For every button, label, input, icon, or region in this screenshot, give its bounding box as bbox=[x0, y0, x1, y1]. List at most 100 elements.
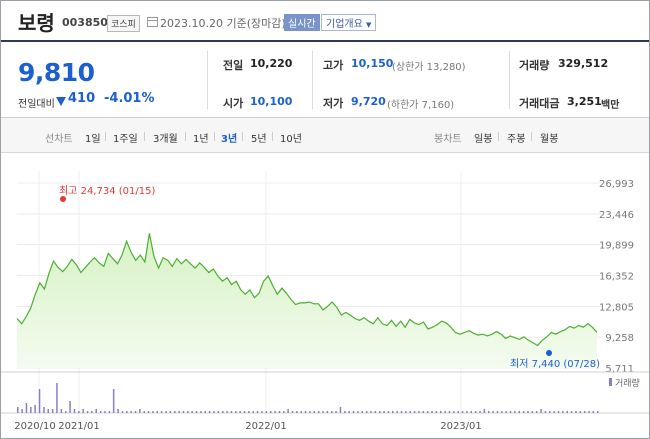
divider bbox=[312, 51, 313, 109]
volume-bar bbox=[488, 411, 490, 413]
y-tick-label: 23,446 bbox=[599, 210, 634, 221]
volume-bar bbox=[527, 411, 529, 413]
candle-daily[interactable]: 일봉 bbox=[474, 134, 493, 145]
volume-bar bbox=[575, 411, 577, 413]
volume-bar bbox=[326, 411, 329, 413]
period-5y[interactable]: 5년 bbox=[251, 134, 267, 145]
volume-bar bbox=[470, 411, 472, 413]
volume-bar bbox=[466, 411, 468, 413]
volume-bar bbox=[392, 411, 394, 413]
x-tick-label: 2023/01 bbox=[440, 421, 482, 432]
volume-bar bbox=[418, 411, 420, 413]
volume-bar bbox=[344, 411, 346, 413]
volume-bar bbox=[422, 411, 425, 413]
volume-bar bbox=[121, 411, 124, 413]
volume-bar bbox=[313, 411, 315, 413]
volume-bar bbox=[379, 411, 381, 413]
min-annotation: 최저 7,440 (07/28) bbox=[510, 358, 600, 370]
volume-bar bbox=[143, 411, 145, 413]
volume-bar bbox=[99, 411, 102, 413]
volume-bar bbox=[535, 411, 538, 413]
amount-label: 거래대금 bbox=[519, 97, 560, 110]
period-3y[interactable]: 3년 bbox=[221, 134, 238, 145]
volume-bar bbox=[91, 411, 93, 413]
volume-bar bbox=[505, 411, 507, 413]
y-tick-label: 9,258 bbox=[605, 333, 634, 344]
volume-bar bbox=[339, 407, 342, 413]
volume-bar bbox=[104, 411, 106, 413]
volume-bar bbox=[400, 411, 403, 413]
volume-bar bbox=[51, 409, 54, 413]
volume-value: 329,512 bbox=[558, 57, 609, 70]
quote-panel: 9,810 전일대비 410 -4.01% 전일 10,220 시가 10,10… bbox=[1, 42, 649, 118]
max-annotation: 최고 24,734 (01/15) bbox=[59, 185, 155, 197]
volume-bar bbox=[544, 411, 547, 413]
period-1w[interactable]: 1주일 bbox=[113, 134, 138, 145]
open-value: 10,100 bbox=[250, 95, 293, 108]
stock-header: 보령 003850 코스피 2023.10.20 기준(장마감) 실시간 기업개… bbox=[1, 1, 649, 42]
volume-bar bbox=[283, 411, 285, 413]
volume-bar bbox=[182, 411, 185, 413]
divider bbox=[144, 132, 145, 141]
stock-code: 003850 bbox=[62, 16, 108, 29]
volume-bar bbox=[531, 411, 534, 413]
divider bbox=[509, 51, 510, 109]
price-area bbox=[17, 233, 597, 368]
company-overview-dropdown[interactable]: 기업개요 ▼ bbox=[321, 14, 377, 31]
volume-bar bbox=[331, 411, 333, 413]
period-1d[interactable]: 1일 bbox=[85, 134, 101, 145]
period-3m[interactable]: 3개월 bbox=[153, 134, 178, 145]
volume-bar bbox=[139, 409, 141, 413]
x-tick-label: 2022/01 bbox=[245, 421, 287, 432]
volume-bar bbox=[287, 409, 289, 413]
volume-bar bbox=[557, 411, 560, 413]
high-value: 10,150 bbox=[351, 57, 394, 70]
volume-bar bbox=[21, 409, 23, 413]
period-10y[interactable]: 10년 bbox=[280, 134, 302, 145]
volume-bar bbox=[431, 411, 433, 413]
volume-bar bbox=[265, 411, 268, 413]
volume-bar bbox=[222, 411, 224, 413]
chart-toolbar: 선차트 1일 1주일 3개월 1년 3년 5년 10년 봉차트 일봉 주봉 월봉 bbox=[1, 118, 649, 153]
price-change: 410 bbox=[68, 91, 96, 106]
volume-bar bbox=[208, 411, 211, 413]
volume-bar bbox=[252, 411, 254, 413]
prev-close-value: 10,220 bbox=[250, 57, 293, 70]
x-tick-label: 2020/10 bbox=[14, 421, 56, 432]
volume-bar bbox=[213, 411, 215, 413]
volume-bar bbox=[174, 411, 176, 413]
volume-bar bbox=[43, 407, 45, 413]
volume-bar bbox=[256, 411, 259, 413]
volume-bar bbox=[440, 411, 442, 413]
volume-bar bbox=[409, 411, 411, 413]
volume-bar bbox=[126, 411, 128, 413]
volume-bar bbox=[335, 411, 337, 413]
volume-bar bbox=[73, 409, 76, 413]
candle-monthly[interactable]: 월봉 bbox=[540, 134, 559, 145]
candle-weekly[interactable]: 주봉 bbox=[507, 134, 526, 145]
volume-bar bbox=[274, 411, 276, 413]
volume-bar bbox=[514, 411, 516, 413]
volume-bar bbox=[592, 411, 595, 413]
volume-bar bbox=[108, 411, 111, 413]
prev-close-label: 전일 bbox=[223, 59, 244, 72]
volume-bar bbox=[261, 411, 263, 413]
volume-bar bbox=[496, 411, 499, 413]
low-value: 9,720 bbox=[351, 95, 386, 108]
realtime-button[interactable]: 실시간 bbox=[284, 14, 320, 31]
volume-bar bbox=[426, 411, 429, 413]
volume-bar bbox=[169, 411, 172, 413]
y-tick-label: 19,899 bbox=[599, 241, 634, 252]
volume-bar bbox=[165, 411, 167, 413]
volume-bar bbox=[239, 411, 241, 413]
open-label: 시가 bbox=[223, 97, 244, 110]
volume-bar bbox=[226, 411, 228, 413]
volume-bar bbox=[291, 411, 294, 413]
calendar-icon bbox=[147, 17, 158, 27]
volume-bar bbox=[130, 411, 132, 413]
lower-limit: (하한가 7,160) bbox=[387, 100, 455, 111]
volume-bar bbox=[47, 409, 49, 413]
period-1y[interactable]: 1년 bbox=[193, 134, 209, 145]
volume-bar bbox=[579, 411, 582, 413]
